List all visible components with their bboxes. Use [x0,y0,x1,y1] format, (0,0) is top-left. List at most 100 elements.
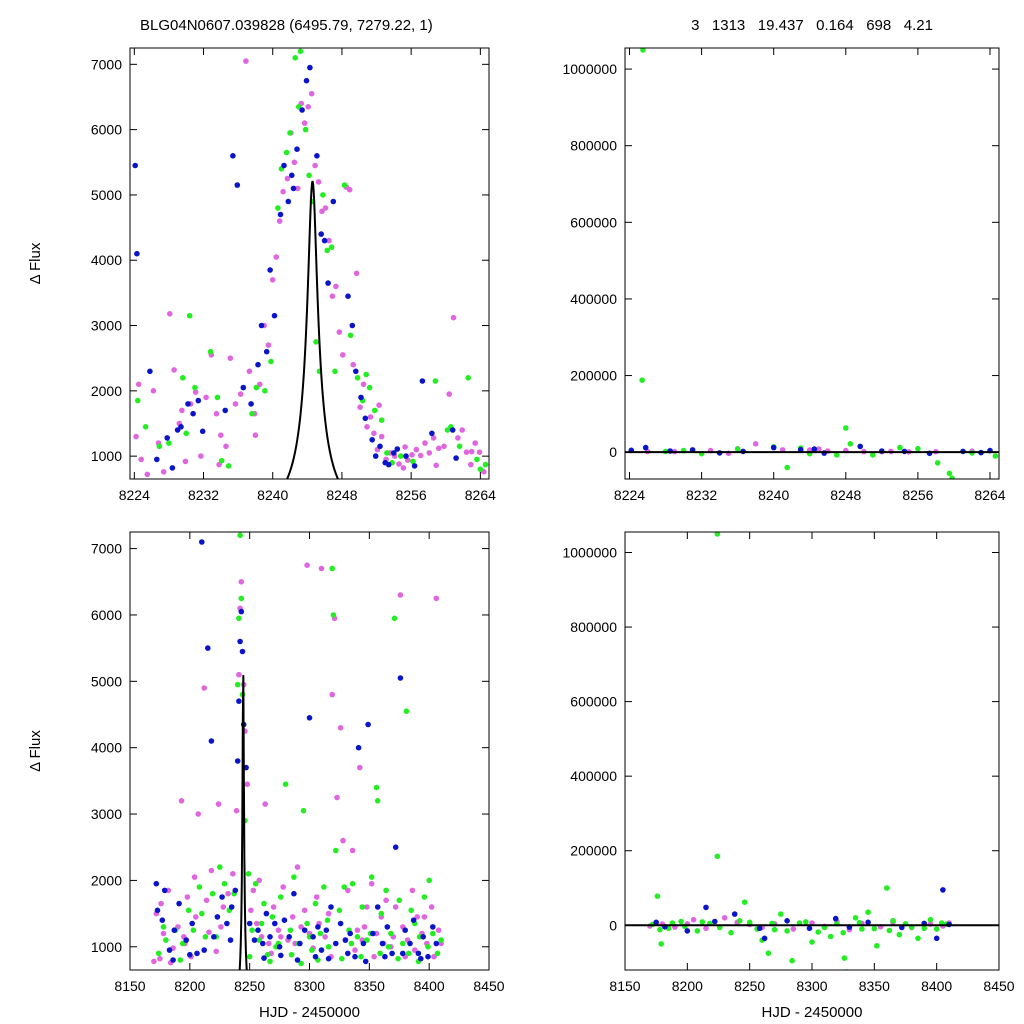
data-point-magenta [171,367,177,373]
data-point-magenta [230,871,236,877]
data-point-green [694,928,701,934]
data-point-magenta [422,440,428,446]
data-point-magenta [446,391,453,397]
data-point-blue [263,348,270,355]
data-point-blue [236,698,242,704]
data-point-blue [325,955,332,962]
data-point-blue [362,958,369,965]
data-point-green [465,375,472,381]
data-point-blue [234,758,241,764]
data-point-green [456,443,463,450]
data-point-green [253,384,260,391]
data-point-blue [147,368,153,375]
data-point-green [736,918,743,924]
x-tick-label: 8150 [609,978,640,994]
data-point-magenta [364,904,370,910]
object-title: BLG04N0607.039828 (6495.79, 7279.22, 1) [140,17,433,34]
data-point-magenta [262,801,269,807]
data-point-magenta [721,915,728,921]
data-point-magenta [218,924,224,930]
data-point-green [657,926,663,933]
data-point-green [312,900,319,907]
data-point-blue [372,453,379,459]
data-point-blue [403,453,409,459]
data-point-green [142,424,149,430]
data-point-magenta [441,443,447,450]
data-point-magenta [278,934,284,940]
data-point-green [160,924,167,930]
data-point-green [865,909,871,915]
data-point-blue [391,450,397,456]
data-point-green [246,953,253,960]
x-tick-label: 8240 [257,487,288,503]
x-tick-label: 8450 [473,978,504,994]
data-point-green [324,247,331,254]
y-tick-label: 2000 [91,872,122,888]
data-point-green [256,937,263,943]
data-point-magenta [184,894,191,900]
data-point-magenta [276,218,283,224]
x-tick-label: 8350 [354,978,385,994]
data-point-green [348,940,355,947]
data-point-blue [410,917,417,923]
data-point-green [333,847,339,854]
x-tick-label: 8150 [114,978,145,994]
data-point-green [658,941,664,947]
data-point-magenta [280,188,286,195]
data-point-blue [205,645,211,651]
data-point-green [292,55,299,61]
data-point-magenta [463,449,470,456]
x-tick-label: 8224 [614,487,645,503]
data-point-green [778,911,784,917]
data-point-green [843,425,849,431]
data-point-green [291,874,297,880]
data-point-magenta [203,394,209,401]
data-point-magenta [265,342,272,348]
data-point-blue [159,917,166,923]
data-point-blue [337,920,344,927]
data-point-blue [286,934,293,940]
data-point-magenta [400,465,407,471]
y-tick-label: 200000 [570,368,617,384]
data-point-green [384,450,390,456]
data-point-green [385,944,392,950]
data-point-magenta [396,461,402,467]
data-point-green [185,907,192,914]
data-point-blue [430,924,436,930]
data-point-blue [281,917,288,923]
data-point-green [426,877,433,884]
y-tick-label: 1000000 [562,545,617,561]
data-point-blue [240,384,247,391]
data-point-green [803,919,809,925]
data-point-blue [255,927,261,933]
data-point-blue [260,940,266,947]
data-point-blue [224,920,230,927]
data-point-green [395,955,401,962]
x-tick-label: 8200 [174,978,205,994]
data-point-magenta [459,427,466,433]
data-point-green [329,565,336,572]
x-tick-label: 8248 [326,487,357,503]
data-point-green [383,887,389,894]
data-point-blue [285,198,292,205]
data-point-green [874,943,880,949]
data-point-green [202,934,209,940]
data-point-green [264,951,271,958]
x-tick-label: 8300 [294,978,325,994]
data-point-magenta [318,565,325,572]
data-point-green [746,919,753,926]
data-point-green [321,884,327,890]
data-point-green [438,937,444,943]
data-point-green [217,864,223,870]
data-point-green [283,149,290,156]
data-point-blue [703,904,709,911]
data-point-green [870,452,876,458]
data-point-green [155,950,162,957]
data-point-blue [857,443,863,450]
data-point-blue [315,924,321,930]
data-point-blue [318,947,325,953]
data-point-green [207,348,214,355]
data-point-blue [195,397,202,404]
data-point-magenta [435,927,442,933]
data-point-blue [330,198,337,205]
